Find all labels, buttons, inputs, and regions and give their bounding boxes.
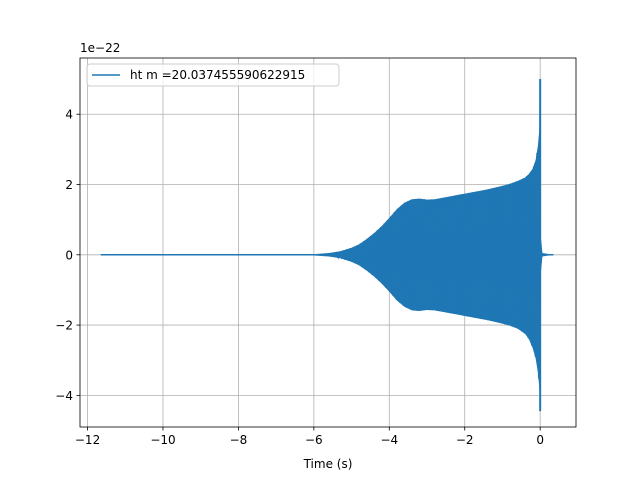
legend-box <box>86 63 340 87</box>
axes-frame <box>79 57 577 428</box>
y-tick-label: 4 <box>65 108 73 122</box>
plot-area <box>100 79 554 412</box>
x-tick-label: −2 <box>456 433 474 447</box>
legend-label: ht m =20.037455590622915 <box>130 68 305 82</box>
x-tick-label: −10 <box>150 433 175 447</box>
x-tick-label: −6 <box>305 433 323 447</box>
y-axis: −4 −2 0 2 4 <box>55 108 80 403</box>
y-tick-label: −4 <box>55 389 73 403</box>
y-offset-label: 1e−22 <box>80 41 120 55</box>
y-tick-label: 2 <box>65 178 73 192</box>
y-tick-label: 0 <box>65 248 73 262</box>
series-oscillation <box>336 79 541 379</box>
x-tick-label: −12 <box>75 433 100 447</box>
x-axis-label: Time (s) <box>303 457 353 471</box>
x-axis: −12 −10 −8 −6 −4 −2 0 <box>75 427 544 447</box>
x-tick-label: 0 <box>536 433 544 447</box>
x-tick-label: −4 <box>380 433 398 447</box>
x-tick-label: −8 <box>230 433 248 447</box>
y-tick-label: −2 <box>55 319 73 333</box>
legend: ht m =20.037455590622915 <box>86 63 340 87</box>
